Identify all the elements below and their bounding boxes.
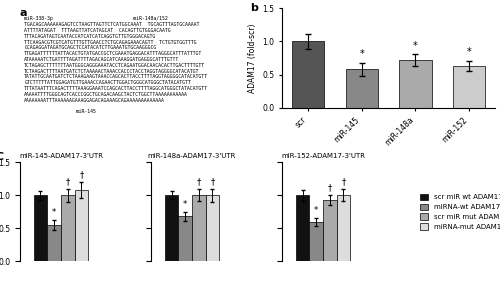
Bar bbox=[164, 195, 178, 261]
Bar bbox=[206, 195, 220, 261]
Y-axis label: ADAM17 (fold-scr): ADAM17 (fold-scr) bbox=[248, 23, 256, 93]
Text: b: b bbox=[250, 3, 258, 13]
Bar bbox=[292, 42, 324, 108]
Title: miR-152-ADAM17-3'UTR: miR-152-ADAM17-3'UTR bbox=[281, 153, 365, 159]
Bar bbox=[310, 222, 323, 261]
Text: miR-338-3p                            miR-148a/152
TGACAGCAAAAAAGAGTCCTAAGTTAGTT: miR-338-3p miR-148a/152 TGACAGCAAAAAAGAG… bbox=[24, 16, 208, 114]
Text: C: C bbox=[0, 152, 4, 162]
Bar bbox=[61, 195, 74, 261]
Text: †: † bbox=[196, 178, 201, 187]
Text: *: * bbox=[467, 47, 471, 57]
Bar bbox=[192, 195, 205, 261]
Bar bbox=[48, 225, 61, 261]
Bar bbox=[400, 60, 432, 108]
Text: †: † bbox=[342, 178, 345, 187]
Text: †: † bbox=[210, 177, 214, 186]
Title: miR-145-ADAM17-3'UTR: miR-145-ADAM17-3'UTR bbox=[19, 153, 103, 159]
Bar bbox=[296, 195, 310, 261]
Bar bbox=[178, 216, 192, 261]
Text: *: * bbox=[360, 49, 364, 59]
Bar bbox=[346, 69, 378, 108]
Text: †: † bbox=[80, 170, 84, 179]
Text: *: * bbox=[52, 208, 56, 217]
Legend: scr miR wt ADAM17, miRNA-wt ADAM17, scr miR mut ADAM17, miRNA-mut ADAM17: scr miR wt ADAM17, miRNA-wt ADAM17, scr … bbox=[416, 190, 500, 234]
Text: *: * bbox=[183, 200, 188, 209]
Bar bbox=[74, 190, 88, 261]
Bar bbox=[34, 195, 48, 261]
Text: a: a bbox=[20, 8, 28, 19]
Text: †: † bbox=[328, 183, 332, 192]
Text: *: * bbox=[413, 41, 418, 51]
Text: *: * bbox=[314, 206, 318, 215]
Bar bbox=[453, 66, 486, 108]
Text: †: † bbox=[66, 177, 70, 186]
Bar bbox=[323, 200, 336, 261]
Title: miR-148a-ADAM17-3'UTR: miR-148a-ADAM17-3'UTR bbox=[148, 153, 236, 159]
Bar bbox=[336, 195, 350, 261]
